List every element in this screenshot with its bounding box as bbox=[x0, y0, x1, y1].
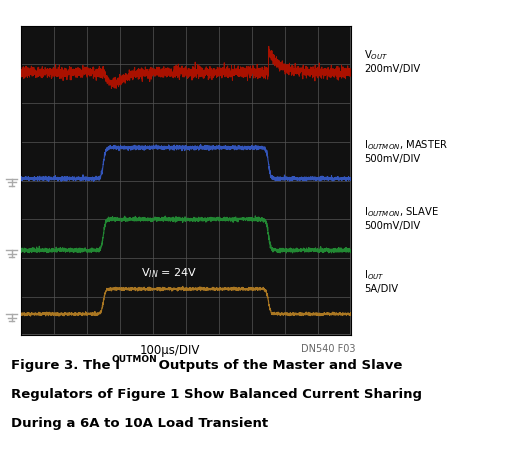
Text: I$_{OUTMON}$, MASTER
500mV/DIV: I$_{OUTMON}$, MASTER 500mV/DIV bbox=[364, 138, 448, 164]
Text: V$_{OUT}$
200mV/DIV: V$_{OUT}$ 200mV/DIV bbox=[364, 48, 420, 74]
Text: DN540 F03: DN540 F03 bbox=[301, 344, 355, 354]
Text: I$_{OUTMON}$, SLAVE
500mV/DIV: I$_{OUTMON}$, SLAVE 500mV/DIV bbox=[364, 205, 439, 231]
Text: During a 6A to 10A Load Transient: During a 6A to 10A Load Transient bbox=[11, 417, 268, 430]
Text: Figure 3. The I: Figure 3. The I bbox=[11, 359, 121, 372]
Text: Regulators of Figure 1 Show Balanced Current Sharing: Regulators of Figure 1 Show Balanced Cur… bbox=[11, 388, 422, 401]
Text: I$_{OUT}$
5A/DIV: I$_{OUT}$ 5A/DIV bbox=[364, 268, 398, 294]
Text: Outputs of the Master and Slave: Outputs of the Master and Slave bbox=[154, 359, 402, 372]
Text: 100μs/DIV: 100μs/DIV bbox=[139, 344, 200, 357]
Text: V$_{IN}$ = 24V: V$_{IN}$ = 24V bbox=[141, 266, 198, 280]
Text: OUTMON: OUTMON bbox=[111, 355, 157, 364]
